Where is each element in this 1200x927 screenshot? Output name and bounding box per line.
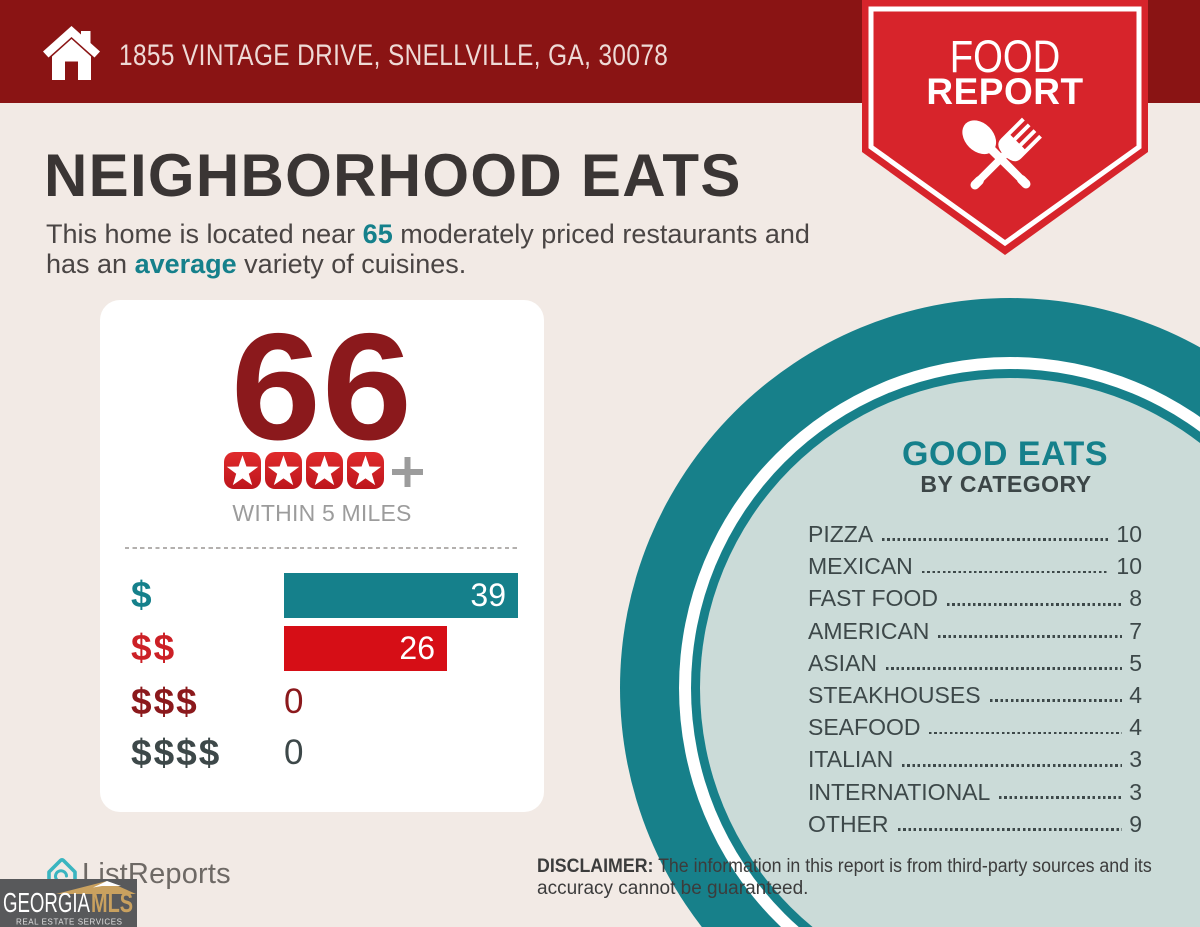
svg-text:GEORGIA: GEORGIA <box>3 887 90 918</box>
svg-text:REAL ESTATE SERVICES: REAL ESTATE SERVICES <box>16 918 122 927</box>
svg-text:MLS: MLS <box>91 887 133 918</box>
